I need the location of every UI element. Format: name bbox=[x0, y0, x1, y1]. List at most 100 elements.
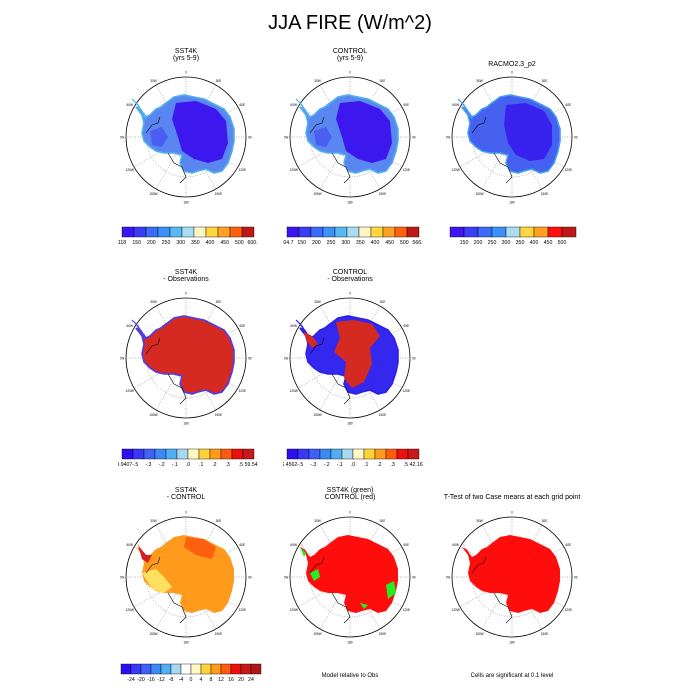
map-boundary-circle bbox=[451, 516, 573, 638]
legend-tick-label: 104.7 bbox=[283, 240, 294, 246]
panel-title-sst4k-control: SST4K - CONTROL bbox=[166, 487, 206, 501]
legend-swatch bbox=[220, 448, 233, 460]
map-tick-label: 120E bbox=[239, 168, 246, 172]
map-tick-label: 30W bbox=[150, 519, 157, 523]
panel-title-ttest: T-Test of two Case means at each grid po… bbox=[443, 494, 581, 501]
map-tick-label: 120E bbox=[403, 389, 410, 393]
legend-tick-label: -16 bbox=[147, 677, 155, 683]
interior-field bbox=[314, 127, 332, 147]
legend-swatch bbox=[229, 226, 243, 238]
positive-bias-field bbox=[334, 320, 380, 388]
map-tick-label: 60E bbox=[403, 543, 409, 547]
map-tick-label: 90E bbox=[412, 357, 416, 361]
map-tick-label: 0 bbox=[185, 292, 187, 296]
peninsula-field bbox=[131, 98, 147, 120]
legend-tick-label: 200 bbox=[474, 240, 483, 246]
map-tick-label: 150W bbox=[149, 413, 157, 417]
map-tick-label: 30E bbox=[380, 519, 386, 523]
legend-tick-label: 150 bbox=[297, 240, 306, 246]
ice-shelf-line bbox=[331, 373, 351, 405]
map-tick-label: 90E bbox=[248, 357, 252, 361]
legend-swatch bbox=[157, 226, 171, 238]
positive-bias-field bbox=[304, 332, 318, 348]
legend-swatch bbox=[322, 226, 336, 238]
legend-swatch bbox=[533, 226, 549, 238]
legend-swatch bbox=[176, 448, 189, 460]
map-tick-label: 150E bbox=[215, 192, 222, 196]
legend-swatch bbox=[406, 226, 420, 238]
map-tick-label: 60W bbox=[126, 543, 133, 547]
legend-tick-label: 500 bbox=[558, 240, 567, 246]
legend-swatch bbox=[561, 226, 577, 238]
map-tick-label: 120E bbox=[403, 168, 410, 172]
map-tick-label: 90W bbox=[120, 136, 124, 140]
map-tick-label: 90E bbox=[574, 576, 578, 580]
map-tick-label: 180 bbox=[347, 201, 353, 205]
map-frame: 0 30E 60E 90E 120E 150E 180 150W 120W 90W 60W 30W bbox=[446, 511, 578, 645]
map-tick-label: 180 bbox=[509, 201, 515, 205]
legend-swatch bbox=[121, 448, 134, 460]
legend-tick-label: -24 bbox=[127, 677, 135, 683]
figure-title: JJA FIRE (W/m^2) bbox=[268, 12, 432, 34]
map-sst4k-minus-obs: 0 30E 60E 90E 120E 150E 180 150W 120W 90W 60W 30W bbox=[120, 292, 252, 426]
map-frame: 0 30E 60E 90E 120E 150E 180 150W 120W 90W 60W 30W bbox=[284, 511, 416, 645]
map-tick-label: 120W bbox=[126, 389, 134, 393]
map-tick-label: 120W bbox=[126, 608, 134, 612]
legend-swatch bbox=[181, 226, 195, 238]
legend-tick-label: -.5 bbox=[297, 462, 303, 468]
legend-tick-label: 450 bbox=[385, 240, 394, 246]
map-tick-label: 150E bbox=[379, 632, 386, 636]
difference-field bbox=[184, 537, 216, 559]
legend-swatch bbox=[519, 226, 535, 238]
map-tick-label: 30E bbox=[542, 79, 548, 83]
legend-tick-label: -.2 bbox=[324, 462, 330, 468]
legend-tick-label: 300 bbox=[176, 240, 185, 246]
map-tick-label: 0 bbox=[349, 511, 351, 515]
legend-tick-label: .0 bbox=[351, 462, 355, 468]
map-tick-label: 90E bbox=[412, 576, 416, 580]
map-tick-label: 180 bbox=[183, 422, 189, 426]
legend-swatch bbox=[165, 448, 178, 460]
map-tick-label: 60W bbox=[126, 324, 133, 328]
map-tick-label: 120E bbox=[239, 608, 246, 612]
legend-bar-sst4k: 118 150 200 250 300 350 400 450 500 600.3 bbox=[118, 226, 258, 246]
interior-field bbox=[172, 101, 228, 163]
ice-shelf-line bbox=[493, 592, 513, 624]
map-boundary-circle bbox=[289, 76, 411, 198]
map-tick-label: 150E bbox=[541, 192, 548, 196]
legend-swatch bbox=[217, 226, 231, 238]
legend-tick-label: 350 bbox=[191, 240, 200, 246]
map-tick-label: 150E bbox=[379, 413, 386, 417]
legend-swatch bbox=[407, 448, 420, 460]
note-significance: Cells are significant at 0.1 level bbox=[470, 673, 554, 679]
legend-swatch bbox=[193, 226, 207, 238]
legend-tick-label: 566.5 bbox=[413, 240, 423, 246]
map-tick-label: 30E bbox=[380, 300, 386, 304]
map-tick-label: 30W bbox=[314, 300, 321, 304]
legend-tick-label: 150 bbox=[132, 240, 141, 246]
map-frame: 0 30E 60E 90E 120E 150E 180 150W 120W 90W 60W 30W bbox=[446, 71, 578, 205]
panel-title-green-red: SST4K (green) CONTROL (red) bbox=[324, 487, 376, 501]
legend-swatch bbox=[160, 663, 172, 675]
legend-tick-label: 4 bbox=[200, 677, 203, 683]
map-tick-label: 0 bbox=[349, 292, 351, 296]
legend-swatch bbox=[150, 663, 162, 675]
legend-tick-label: -.1 bbox=[172, 462, 178, 468]
legend-swatch bbox=[231, 448, 244, 460]
legend-swatch bbox=[130, 663, 142, 675]
map-tick-label: 60E bbox=[403, 103, 409, 107]
map-tick-label: 30E bbox=[216, 79, 222, 83]
map-tick-label: 0 bbox=[185, 71, 187, 75]
map-tick-label: 150W bbox=[149, 192, 157, 196]
legend-swatch bbox=[491, 226, 507, 238]
map-ttest-significance: 0 30E 60E 90E 120E 150E 180 150W 120W 90W 60W 30W bbox=[446, 511, 578, 645]
map-tick-label: 150W bbox=[475, 632, 483, 636]
map-tick-label: 30E bbox=[216, 519, 222, 523]
map-control: 0 30E 60E 90E 120E 150E 180 150W 120W 90W 60W 30W bbox=[284, 71, 416, 205]
legend-swatch bbox=[143, 448, 156, 460]
legend-tick-label: .0 bbox=[186, 462, 190, 468]
legend-tick-label: 500 bbox=[400, 240, 409, 246]
legend-swatch bbox=[286, 226, 300, 238]
ice-shelf-line bbox=[309, 556, 325, 574]
legend-tick-label: 12 bbox=[218, 677, 224, 683]
